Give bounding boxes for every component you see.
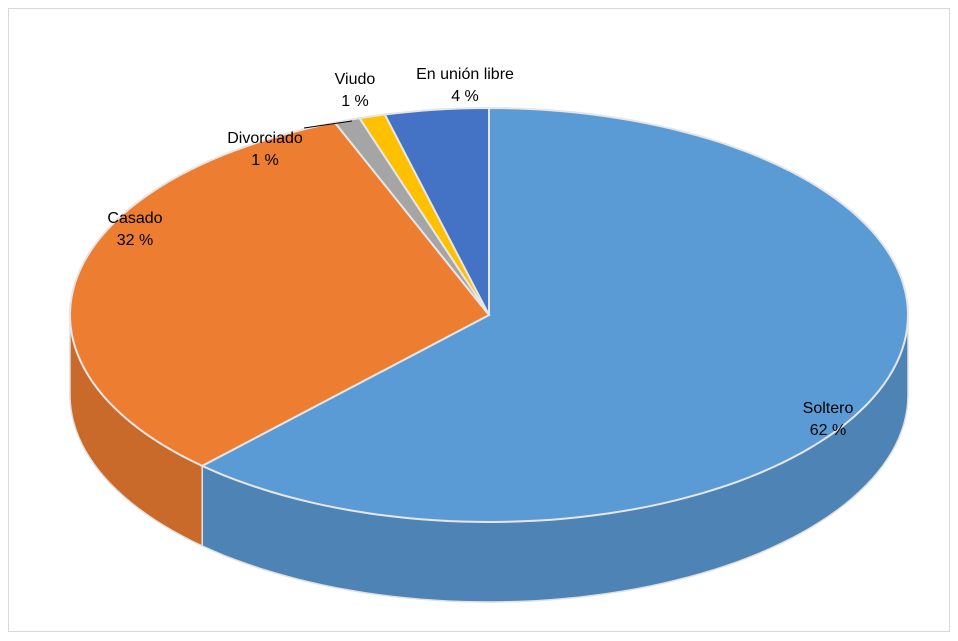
slice-label: Casado bbox=[107, 210, 162, 227]
slice-value-label: 1 % bbox=[251, 152, 279, 169]
slice bbox=[199, 106, 910, 524]
leader-line bbox=[303, 120, 353, 129]
pie bbox=[68, 106, 910, 603]
slice-label: Viudo bbox=[335, 71, 376, 88]
slice bbox=[68, 121, 491, 468]
slice-label: Soltero bbox=[803, 400, 854, 417]
slice-value-label: 4 % bbox=[451, 88, 479, 105]
slice-label: Divorciado bbox=[227, 130, 303, 147]
slice bbox=[383, 106, 490, 316]
slice-value-label: 1 % bbox=[341, 93, 369, 110]
slice-value-label: 62 % bbox=[810, 422, 846, 439]
slice-label: En unión libre bbox=[416, 66, 514, 83]
slice-value-label: 32 % bbox=[117, 232, 153, 249]
